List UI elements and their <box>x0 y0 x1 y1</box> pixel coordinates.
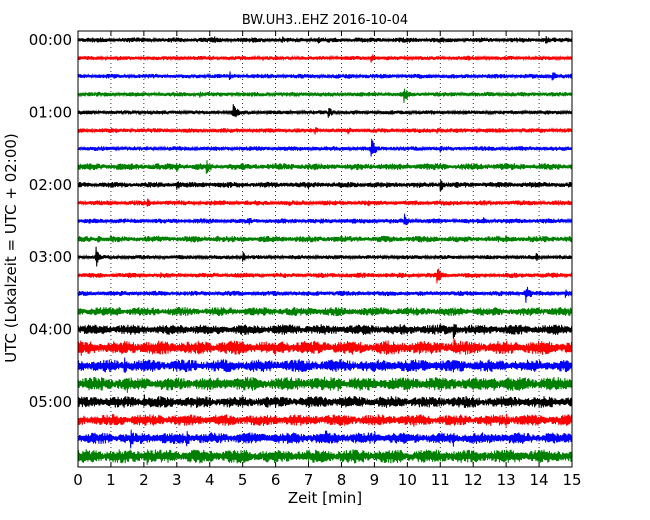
x-tick-label: 12 <box>464 471 483 489</box>
x-tick-label: 7 <box>304 471 314 489</box>
y-tick-label: 05:00 <box>29 393 72 411</box>
x-tick-label: 15 <box>562 471 581 489</box>
trace-0145 <box>77 160 573 174</box>
trace-0015 <box>77 54 573 63</box>
x-tick-label: 10 <box>398 471 417 489</box>
trace-0415 <box>77 338 573 356</box>
x-tick-label: 8 <box>337 471 347 489</box>
trace-0545 <box>77 449 573 465</box>
trace-0115 <box>77 127 573 135</box>
trace-0030 <box>77 71 573 81</box>
x-tick-label: 5 <box>238 471 248 489</box>
x-tick-label: 4 <box>205 471 215 489</box>
seismic-traces <box>77 35 573 465</box>
trace-0045 <box>77 88 573 103</box>
x-tick-label: 14 <box>530 471 549 489</box>
trace-0300 <box>77 246 573 267</box>
trace-0215 <box>77 198 573 207</box>
trace-0315 <box>77 268 573 284</box>
trace-0515 <box>77 413 573 427</box>
x-tick-label: 6 <box>271 471 281 489</box>
trace-0200 <box>77 179 573 192</box>
trace-0400 <box>77 323 573 339</box>
trace-0330 <box>77 286 573 303</box>
trace-0345 <box>77 306 573 317</box>
plot-frame <box>77 30 573 468</box>
y-axis-ticks: 00:00 01:00 02:00 03:00 04:00 05:00 <box>29 31 572 411</box>
trace-0245 <box>77 235 573 243</box>
y-tick-label: 04:00 <box>29 321 72 339</box>
trace-0000 <box>77 35 573 44</box>
y-tick-label: 01:00 <box>29 103 72 121</box>
x-tick-label: 3 <box>172 471 182 489</box>
x-axis-ticks: 0 1 2 3 4 5 6 7 8 9 10 11 12 13 14 15 <box>73 31 582 489</box>
trace-0430 <box>77 357 573 374</box>
x-tick-label: 1 <box>106 471 116 489</box>
trace-0130 <box>77 138 573 157</box>
x-tick-label: 11 <box>431 471 450 489</box>
chart-title: BW.UH3..EHZ 2016-10-04 <box>242 13 408 28</box>
trace-0500 <box>77 394 573 409</box>
trace-0445 <box>77 376 573 393</box>
x-tick-label: 13 <box>497 471 516 489</box>
trace-0100 <box>77 104 573 118</box>
y-tick-label: 03:00 <box>29 248 72 266</box>
y-axis-label: UTC (Lokalzeit = UTC + 02:00) <box>2 133 20 363</box>
trace-0230 <box>77 213 573 226</box>
x-axis-label: Zeit [min] <box>288 489 362 507</box>
trace-0530 <box>77 429 573 449</box>
grid-lines <box>110 31 540 467</box>
y-tick-label: 02:00 <box>29 176 72 194</box>
x-tick-label: 9 <box>370 471 380 489</box>
x-tick-label: 2 <box>139 471 149 489</box>
x-tick-label: 0 <box>73 471 83 489</box>
y-tick-label: 00:00 <box>29 31 72 49</box>
